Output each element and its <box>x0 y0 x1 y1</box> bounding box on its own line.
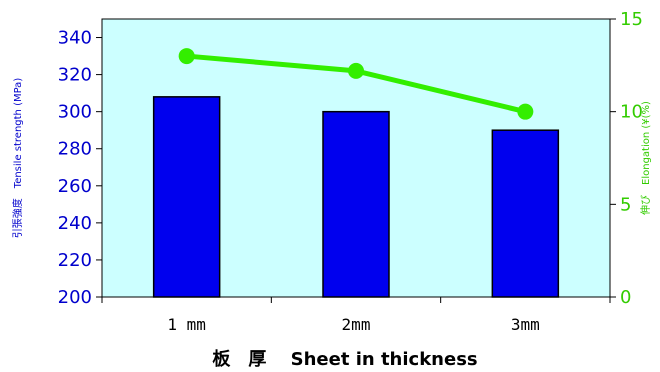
left-tick-label-320: 320 <box>58 65 92 86</box>
left-tick-label-240: 240 <box>58 213 92 234</box>
x-tick-label-3: 3mm <box>511 315 540 334</box>
x-axis-label: 板 厚 Sheet in thickness <box>212 348 477 370</box>
right-ticks-group: 0 5 10 15 <box>610 9 643 308</box>
bars-group <box>152 96 560 298</box>
right-tick-label-0: 0 <box>620 287 631 308</box>
right-axis-label: 伸び Elongation (¥(%) <box>640 101 652 215</box>
x-ticks-group: 1 mm 2mm 3mm <box>101 297 611 334</box>
bar-2 <box>322 110 390 298</box>
right-tick-label-15: 15 <box>620 9 643 30</box>
left-tick-label-260: 260 <box>58 176 92 197</box>
bar-1 <box>152 96 221 298</box>
left-tick-label-200: 200 <box>58 287 92 308</box>
right-tick-label-10: 10 <box>620 102 643 123</box>
bar-3 <box>491 129 560 298</box>
right-tick-label-5: 5 <box>620 194 631 215</box>
elongation-point-2 <box>348 62 364 79</box>
line-group <box>178 48 534 120</box>
x-tick-label-2: 2mm <box>342 315 371 334</box>
left-tick-label-340: 340 <box>58 28 92 49</box>
elongation-point-3 <box>517 103 534 120</box>
left-ticks-group: 200 220 240 260 280 300 320 340 <box>58 28 102 308</box>
x-tick-label-1: 1 mm <box>167 315 206 334</box>
elongation-point-1 <box>178 48 195 65</box>
left-tick-label-280: 280 <box>58 139 92 160</box>
left-tick-label-220: 220 <box>58 250 92 271</box>
left-tick-label-300: 300 <box>58 102 92 123</box>
left-axis-label: 引張強度 Tensile strength (MPa) <box>11 78 24 239</box>
